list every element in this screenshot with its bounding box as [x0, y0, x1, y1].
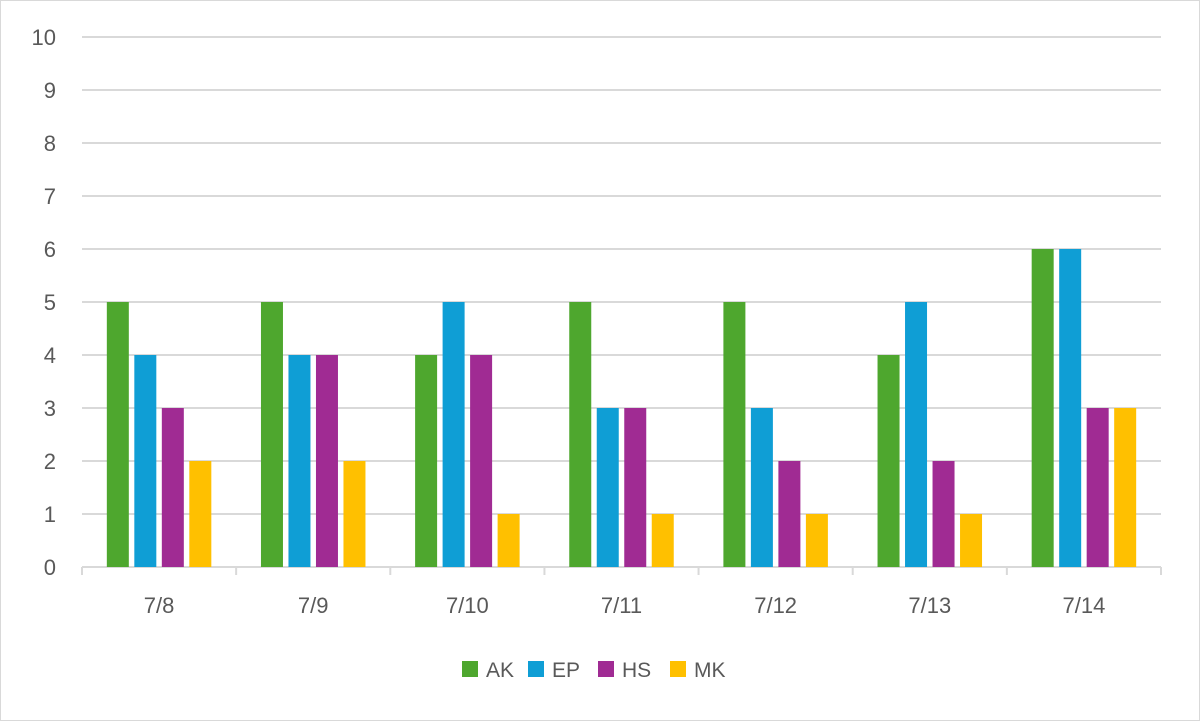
bar-ep-6 [1059, 249, 1082, 567]
bar-mk-6 [1114, 408, 1137, 567]
x-tick-label: 7/14 [1063, 593, 1106, 618]
bar-mk-3 [651, 514, 674, 567]
bar-hs-0 [161, 408, 184, 567]
y-tick-label: 5 [44, 290, 56, 315]
bar-mk-1 [343, 461, 366, 567]
y-tick-label: 4 [44, 343, 56, 368]
x-tick-label: 7/9 [298, 593, 329, 618]
bar-mk-0 [189, 461, 212, 567]
bar-ep-3 [596, 408, 619, 567]
legend-label-mk: MK [694, 659, 726, 682]
legend-swatch-ak [462, 661, 478, 677]
bar-hs-2 [470, 355, 493, 567]
y-tick-label: 10 [32, 25, 56, 50]
y-tick-label: 2 [44, 449, 56, 474]
x-tick-label: 7/12 [754, 593, 797, 618]
bar-hs-3 [624, 408, 647, 567]
y-tick-label: 0 [44, 555, 56, 580]
bar-mk-5 [960, 514, 983, 567]
bar-hs-4 [778, 461, 801, 567]
bar-ak-4 [723, 302, 746, 567]
bar-mk-2 [497, 514, 520, 567]
bar-mk-4 [805, 514, 828, 567]
bar-ep-2 [442, 302, 465, 567]
y-tick-label: 1 [44, 502, 56, 527]
legend-label-hs: HS [622, 659, 651, 682]
bar-ak-6 [1031, 249, 1054, 567]
bar-ak-2 [415, 355, 438, 567]
y-tick-label: 3 [44, 396, 56, 421]
x-tick-label: 7/11 [601, 593, 642, 618]
legend-swatch-mk [670, 661, 686, 677]
bar-ep-4 [750, 408, 773, 567]
legend-swatch-hs [598, 661, 614, 677]
y-tick-label: 6 [44, 237, 56, 262]
bar-ak-0 [106, 302, 129, 567]
bar-ep-1 [288, 355, 311, 567]
y-tick-label: 7 [44, 184, 56, 209]
bar-hs-1 [315, 355, 338, 567]
legend-label-ep: EP [552, 659, 580, 682]
bar-ep-0 [134, 355, 157, 567]
legend-swatch-ep [528, 661, 544, 677]
x-tick-label: 7/13 [908, 593, 951, 618]
legend-label-ak: AK [486, 659, 514, 682]
bar-ak-3 [569, 302, 592, 567]
x-tick-label: 7/8 [144, 593, 175, 618]
y-tick-label: 8 [44, 131, 56, 156]
y-tick-label: 9 [44, 78, 56, 103]
bar-hs-6 [1086, 408, 1109, 567]
bar-ak-1 [260, 302, 283, 567]
bar-ak-5 [877, 355, 900, 567]
bar-hs-5 [932, 461, 955, 567]
x-tick-label: 7/10 [446, 593, 489, 618]
bar-ep-5 [905, 302, 928, 567]
